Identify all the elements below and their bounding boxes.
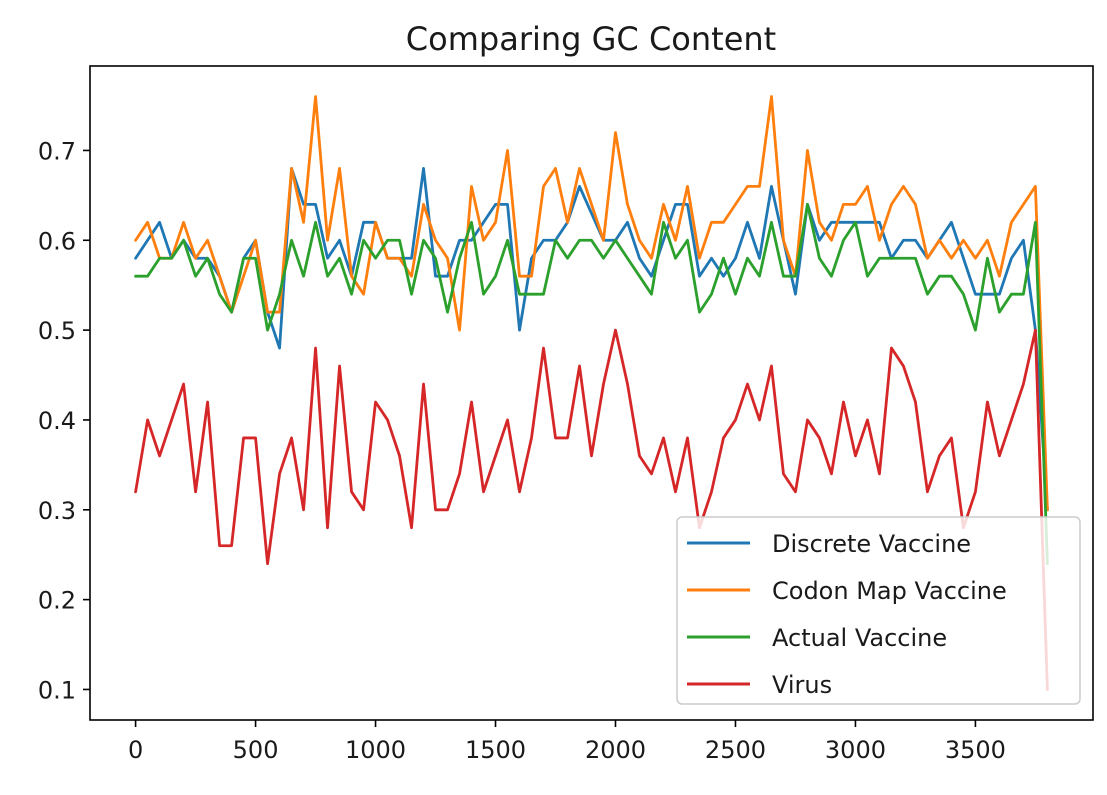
chart-title: Comparing GC Content <box>406 20 776 58</box>
y-tick-label: 0.6 <box>38 227 76 255</box>
plot-area-frame <box>89 65 1094 721</box>
x-tick-label: 500 <box>233 736 279 764</box>
series-line-actual-vaccine <box>134 202 1049 566</box>
x-tick-label: 2000 <box>585 736 646 764</box>
y-tick-label: 0.3 <box>38 497 76 525</box>
series-lines <box>134 95 1049 691</box>
legend-label: Codon Map Vaccine <box>772 577 1007 605</box>
y-tick-label: 0.7 <box>38 137 76 165</box>
x-tick-label: 1000 <box>345 736 406 764</box>
series-line-virus <box>134 328 1049 691</box>
legend-label: Virus <box>772 671 832 699</box>
y-tick-label: 0.4 <box>38 407 76 435</box>
y-tick-label: 0.1 <box>38 676 76 704</box>
legend: Discrete Vaccine Codon Map Vaccine Actual … <box>676 516 1081 705</box>
legend-box <box>676 516 1081 705</box>
x-tick-label: 3000 <box>825 736 886 764</box>
series-line-discrete-vaccine <box>134 167 1049 512</box>
x-tick-label: 3500 <box>945 736 1006 764</box>
series-line-codon-map-vaccine <box>134 95 1049 512</box>
x-tick-label: 2500 <box>705 736 766 764</box>
axis-ticks: 0 500 1000 1500 2000 2500 3000 3500 0.1 0.2 0.3 0.4… <box>38 137 1006 764</box>
legend-label: Actual Vaccine <box>772 624 947 652</box>
legend-label: Discrete Vaccine <box>772 530 971 558</box>
y-tick-label: 0.5 <box>38 317 76 345</box>
y-tick-label: 0.2 <box>38 587 76 615</box>
x-tick-label: 0 <box>128 736 143 764</box>
x-tick-label: 1500 <box>465 736 526 764</box>
